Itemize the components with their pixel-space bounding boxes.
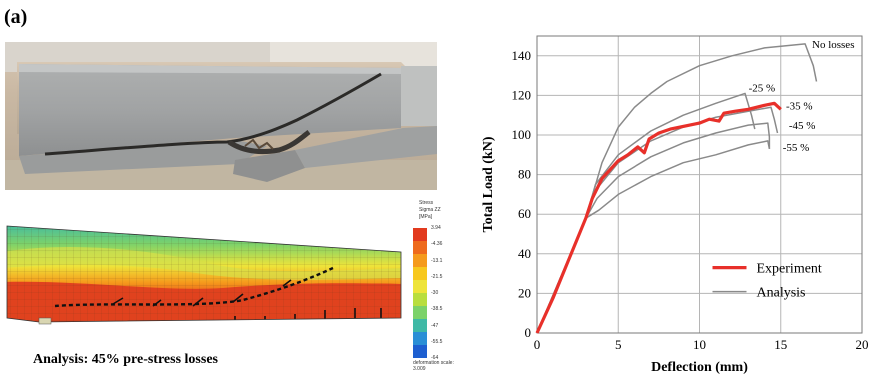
contour-legend: Stress Sigma ZZ [MPa] 3.94 -4.36 -13.1 -21.… — [405, 200, 465, 372]
legend-value: -64 — [431, 355, 439, 361]
legend-value: -4.36 — [431, 241, 443, 248]
legend-title-line: Stress — [419, 200, 434, 206]
legend-title-line: Sigma ZZ — [419, 207, 441, 213]
x-tick-label: 0 — [534, 337, 541, 352]
plot-frame — [536, 35, 863, 334]
x-tick-label: 15 — [774, 337, 787, 352]
series-tag-label: -25 % — [749, 82, 776, 94]
y-tick-label: 80 — [518, 167, 531, 182]
legend-color-swatch — [413, 228, 427, 241]
legend-values: 3.94 -4.36 -13.1 -21.5 -30 -38.5 -47 -55.5 -64 — [431, 225, 465, 361]
legend-value: -38.5 — [431, 306, 443, 313]
legend-footer-line: 3.009 — [413, 366, 426, 372]
x-tick-label: 10 — [693, 337, 706, 352]
analysis-series-line — [536, 140, 771, 334]
y-tick-label: 40 — [518, 246, 531, 261]
series-tag-label: -45 % — [789, 120, 816, 132]
analysis-series-line — [536, 106, 779, 334]
legend-color-swatch — [413, 345, 427, 358]
y-tick-label: 0 — [525, 325, 532, 340]
legend-value: -30 — [431, 290, 439, 296]
x-tick-label: 20 — [856, 337, 869, 352]
x-tick-label: 5 — [615, 337, 622, 352]
series-tag-label: -35 % — [786, 100, 813, 112]
analysis-series-line — [536, 92, 756, 334]
legend-value: 3.94 — [431, 225, 441, 231]
legend-color-swatch — [413, 267, 427, 280]
y-tick-label: 100 — [512, 127, 532, 142]
legend-footer-line: deformation scale: — [413, 360, 454, 366]
x-axis-label: Deflection (mm) — [651, 360, 748, 375]
figure-caption: Analysis: 45% pre-stress losses — [33, 352, 218, 367]
y-tick-label: 120 — [512, 87, 532, 102]
legend-color-swatch — [413, 280, 427, 293]
y-tick-label: 140 — [512, 48, 532, 63]
legend-color-swatch — [413, 241, 427, 254]
panel-a-label: (a) — [4, 6, 28, 28]
series-tag-label: No losses — [812, 39, 854, 51]
legend-label: Experiment — [757, 262, 822, 277]
legend-color-swatch — [413, 332, 427, 345]
panel-b-label: (b) — [502, 28, 526, 29]
series-tag-label: -55 % — [783, 142, 810, 154]
legend-label: Analysis — [757, 286, 806, 301]
legend-color-swatch — [413, 254, 427, 267]
legend-value: -47 — [431, 322, 439, 329]
fe-stress-contour — [6, 225, 402, 325]
legend-title-line: [MPa] — [419, 214, 433, 220]
legend-value: -55.5 — [431, 338, 443, 345]
legend-color-swatch — [413, 306, 427, 319]
experiment-series-line — [535, 101, 782, 334]
legend-color-swatch — [413, 293, 427, 306]
legend-color-swatch — [413, 319, 427, 332]
analysis-series-line — [536, 122, 771, 334]
y-tick-label: 20 — [518, 285, 531, 300]
legend-color-bar — [413, 228, 427, 358]
beam-photo — [5, 42, 437, 190]
y-tick-label: 60 — [518, 206, 531, 221]
legend-value: -21.5 — [431, 273, 443, 280]
y-axis-label: Total Load (kN) — [481, 136, 496, 232]
load-deflection-chart: (b) 0 5 10 15 20 0 20 40 60 80 100 120 140 Deflection … — [481, 28, 869, 375]
legend-value: -13.1 — [431, 257, 443, 264]
